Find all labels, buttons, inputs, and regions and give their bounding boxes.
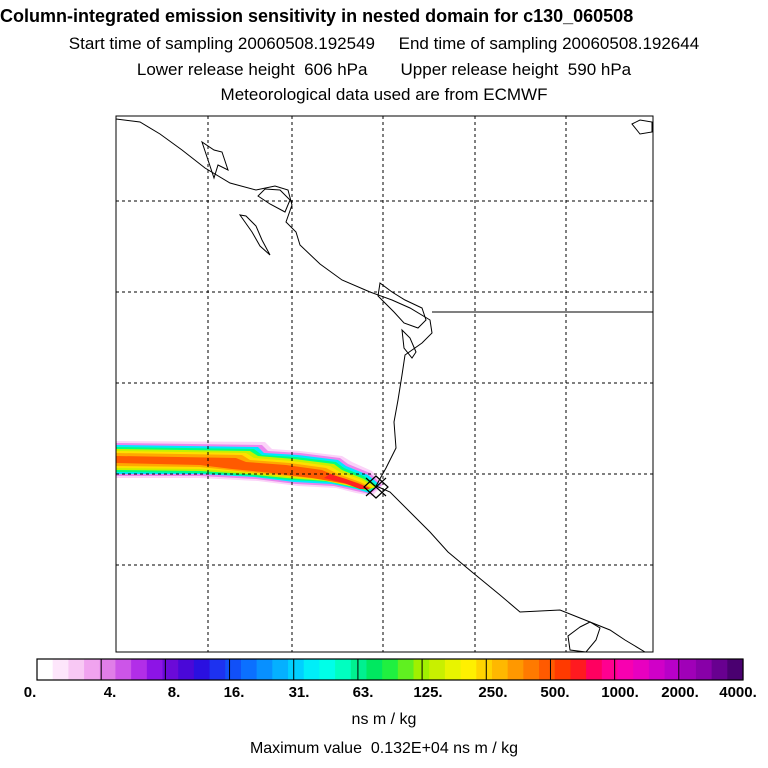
colorbar-swatch bbox=[193, 659, 211, 680]
colorbar-swatch bbox=[350, 659, 368, 680]
colorbar-swatch bbox=[586, 659, 603, 680]
colorbar-swatch bbox=[460, 659, 477, 680]
colorbar-swatch bbox=[178, 659, 195, 680]
colorbar-tick: 1000. bbox=[601, 684, 639, 701]
colorbar-tick: 31. bbox=[288, 684, 310, 701]
colorbar-swatch bbox=[523, 659, 540, 680]
colorbar-swatch bbox=[52, 659, 69, 680]
maximum-value-label: Maximum value 0.132E+04 ns m / kg bbox=[249, 740, 519, 757]
colorbar-swatch bbox=[554, 659, 572, 680]
colorbar-swatch bbox=[84, 659, 101, 680]
colorbar-swatch bbox=[68, 659, 85, 680]
colorbar-swatch bbox=[633, 659, 650, 680]
colorbar-swatch bbox=[711, 659, 728, 680]
colorbar-swatch bbox=[115, 659, 132, 680]
colorbar-tick: 4. bbox=[103, 684, 117, 701]
colorbar-swatch bbox=[256, 659, 273, 680]
colorbar-swatch bbox=[37, 659, 54, 680]
colorbar-swatch bbox=[648, 659, 666, 680]
colorbar-swatch bbox=[146, 659, 164, 680]
emission-sensitivity-plume bbox=[116, 441, 384, 496]
colorbar-swatch bbox=[570, 659, 587, 680]
colorbar-tick: 8. bbox=[167, 684, 181, 701]
cross-marker-icon bbox=[363, 475, 389, 499]
colorbar-swatch bbox=[209, 659, 226, 680]
colorbar-unit-label: ns m / kg bbox=[351, 711, 417, 728]
plume-layer-red bbox=[324, 474, 370, 489]
colorbar-swatch bbox=[303, 659, 320, 680]
colorbar-swatch bbox=[664, 659, 681, 680]
colorbar-swatch bbox=[429, 659, 446, 680]
colorbar-swatch bbox=[539, 659, 556, 680]
colorbar bbox=[37, 659, 744, 680]
colorbar-swatch bbox=[288, 659, 305, 680]
colorbar-swatch bbox=[491, 659, 509, 680]
colorbar-tick: 250. bbox=[478, 684, 508, 701]
colorbar-swatch bbox=[617, 659, 634, 680]
colorbar-swatch bbox=[319, 659, 336, 680]
coastline bbox=[116, 118, 653, 652]
colorbar-frame bbox=[36, 658, 744, 681]
colorbar-tick: 16. bbox=[223, 684, 245, 701]
colorbar-swatch bbox=[680, 659, 697, 680]
colorbar-swatch bbox=[601, 659, 619, 680]
colorbar-tick: 63. bbox=[352, 684, 374, 701]
release-height-line: Lower release height 606 hPa Upper relea… bbox=[136, 60, 632, 79]
colorbar-swatch bbox=[382, 659, 399, 680]
colorbar-tick: 4000. bbox=[719, 684, 757, 701]
meteorological-data-line: Meteorological data used are from ECMWF bbox=[220, 85, 548, 104]
colorbar-swatch bbox=[99, 659, 117, 680]
colorbar-swatch bbox=[272, 659, 289, 680]
colorbar-swatch bbox=[162, 659, 179, 680]
colorbar-tick: 125. bbox=[413, 684, 443, 701]
colorbar-swatch bbox=[366, 659, 383, 680]
colorbar-swatch bbox=[225, 659, 242, 680]
colorbar-tick: 500. bbox=[540, 684, 570, 701]
colorbar-swatch bbox=[131, 659, 148, 680]
colorbar-swatch bbox=[507, 659, 524, 680]
map-frame bbox=[115, 115, 654, 653]
colorbar-swatch bbox=[335, 659, 352, 680]
colorbar-tick: 2000. bbox=[661, 684, 699, 701]
colorbar-swatch bbox=[695, 659, 713, 680]
colorbar-swatch bbox=[727, 659, 744, 680]
map-gridlines bbox=[116, 116, 653, 652]
colorbar-swatch bbox=[240, 659, 258, 680]
map-title: Column-integrated emission sensitivity i… bbox=[0, 6, 634, 26]
plume-layer-dark-orange bbox=[116, 456, 370, 489]
sampling-time-line: Start time of sampling 20060508.192549 E… bbox=[68, 34, 700, 53]
colorbar-tick: 0. bbox=[23, 684, 37, 701]
colorbar-swatch bbox=[397, 659, 415, 680]
colorbar-swatch bbox=[476, 659, 493, 680]
colorbar-swatch bbox=[444, 659, 462, 680]
